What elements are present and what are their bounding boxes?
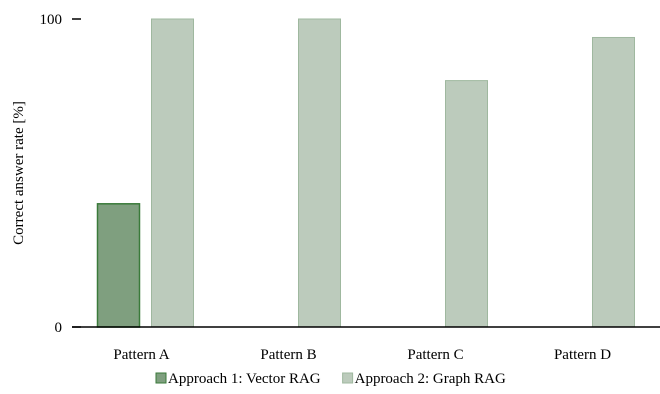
legend-label-2: Approach 2: Graph RAG (355, 371, 506, 387)
bar-1-pattern-a (96, 203, 141, 328)
x-tick-label: Pattern C (407, 347, 463, 363)
y-tick-label: 0 (55, 320, 63, 336)
bar-2-pattern-c (445, 80, 488, 328)
y-tick-label: 100 (40, 12, 63, 28)
bar-2-pattern-b (298, 18, 341, 328)
bar-2-pattern-a (151, 18, 194, 328)
legend-swatch-1 (155, 372, 167, 384)
y-axis-label: Correct answer rate [%] (11, 101, 27, 245)
bars (96, 18, 635, 328)
legend-swatch-2 (342, 372, 354, 384)
x-tick-label: Pattern B (260, 347, 316, 363)
legend-label-1: Approach 1: Vector RAG (168, 371, 321, 387)
bar-2-pattern-d (592, 36, 635, 328)
x-tick-label: Pattern D (554, 347, 611, 363)
legend: Approach 1: Vector RAG Approach 2: Graph … (155, 371, 506, 387)
y-ticks: 0 100 (40, 12, 81, 336)
x-tick-labels: Pattern A Pattern B Pattern C Pattern D (113, 347, 611, 363)
x-tick-label: Pattern A (113, 347, 169, 363)
